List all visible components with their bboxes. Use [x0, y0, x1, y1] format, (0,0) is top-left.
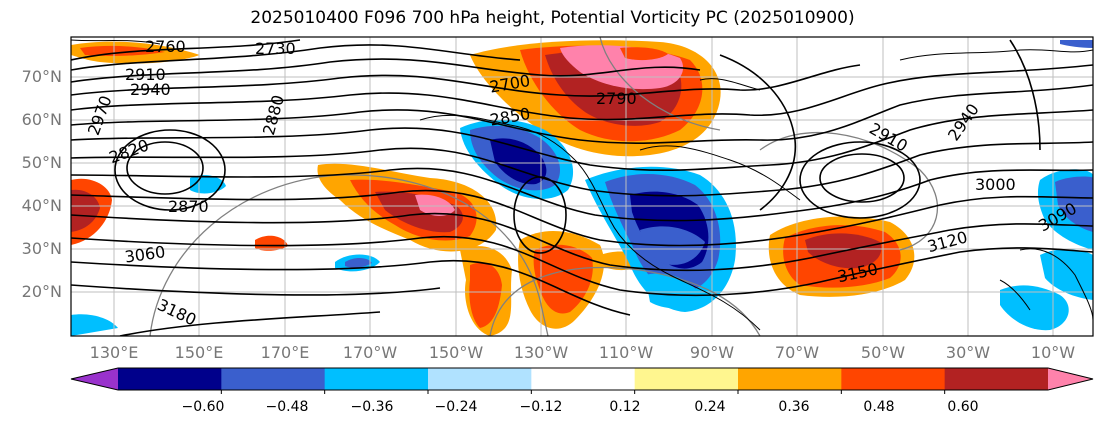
contour-label: 2730 [255, 39, 296, 58]
colorbar-segment [944, 368, 1049, 390]
lon-label: 70°W [774, 343, 820, 362]
lon-label: 150°E [174, 343, 224, 362]
colorbar-tick-label: −0.48 [265, 399, 309, 415]
lon-label: 10°W [1030, 343, 1076, 362]
lat-label: 70°N [21, 67, 62, 86]
lon-label: 170°W [342, 343, 398, 362]
colorbar-tick-label: −0.24 [434, 399, 478, 415]
colorbar-extend-min [71, 368, 118, 390]
lon-label: 50°W [860, 343, 906, 362]
lon-label: 90°W [689, 343, 735, 362]
contour-label-group: 2760 2730 2910 2940 2970 2880 2820 2870 … [84, 37, 1080, 330]
colorbar-segment [531, 368, 636, 390]
lat-label: 60°N [21, 110, 62, 129]
colorbar-tick-label: 0.24 [694, 399, 726, 415]
colorbar-segment [324, 368, 429, 390]
colorbar-segment [428, 368, 532, 390]
colorbar-tick-label: −0.60 [181, 399, 225, 415]
lon-label: 150°W [428, 343, 484, 362]
lat-label: 20°N [21, 282, 62, 301]
contour-label: 2870 [168, 197, 209, 216]
colorbar-segment [841, 368, 946, 390]
coastlines [71, 39, 1093, 331]
map-title: 2025010400 F096 700 hPa height, Potentia… [250, 8, 855, 28]
lat-label: 30°N [21, 239, 62, 258]
lat-label: 50°N [21, 153, 62, 172]
lon-label: 130°W [513, 343, 569, 362]
contour-label: 2910 [125, 65, 166, 84]
colorbar-tick-label: 0.48 [863, 399, 895, 415]
colorbar-segment [221, 368, 326, 390]
colorbar [70, 367, 1094, 394]
colorbar-tick-label: 0.60 [947, 399, 979, 415]
colorbar-tick-label: 0.12 [609, 399, 641, 415]
contour-label: 3000 [975, 175, 1016, 194]
contour-label: 2790 [596, 89, 637, 108]
colorbar-segment [634, 368, 739, 390]
colorbar-tick-label: −0.12 [519, 399, 563, 415]
colorbar-extend-max [1048, 368, 1093, 390]
lat-label: 40°N [21, 196, 62, 215]
lon-label: 110°W [598, 343, 654, 362]
colorbar-segment [738, 368, 842, 390]
lon-label: 170°E [260, 343, 310, 362]
lon-label: 30°W [945, 343, 991, 362]
lon-label: 130°E [89, 343, 139, 362]
contour-label: 2760 [145, 37, 186, 56]
colorbar-outline [70, 367, 1094, 391]
height-contours [71, 39, 1093, 336]
colorbar-tick-label: 0.36 [778, 399, 810, 415]
contour-label: 2940 [130, 80, 171, 99]
colorbar-tick-label: −0.36 [350, 399, 394, 415]
colorbar-segment [118, 368, 222, 390]
map-frame [70, 36, 1094, 337]
